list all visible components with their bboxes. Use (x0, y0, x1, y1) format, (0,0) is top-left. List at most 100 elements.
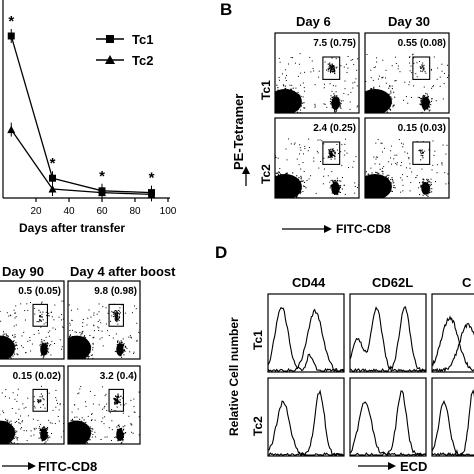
panel-a-legend-tc1: Tc1 (132, 32, 153, 47)
panel-c-plot-r1c2: 9.8 (0.98) (67, 280, 141, 360)
panel-b-x-arrow (282, 225, 332, 233)
panel-a-legend: Tc1 Tc2 (96, 32, 153, 68)
panel-d-hist-r1c3 (431, 293, 474, 373)
histogram-curve (268, 400, 344, 456)
panel-c-col-boost: Day 4 after boost (70, 264, 176, 279)
series-line-tc1 (10, 35, 152, 194)
panel-d-hist-r1c2 (349, 293, 427, 373)
panel-c-dot-plots: Day 90 Day 4 after boost FITC-CD8 (2, 264, 176, 474)
histogram-curve (350, 390, 426, 456)
panel-d-row-tc2: Tc2 (251, 416, 265, 436)
histogram-frame (267, 293, 345, 373)
panel-a-x-label: Days after transfer (19, 221, 125, 235)
panel-d-col-cd44: CD44 (292, 275, 326, 290)
gate-percentage: 9.8 (0.98) (94, 286, 137, 297)
panel-d-y-label: Relative Cell number (227, 317, 241, 436)
panel-c-plot-r2c2: 3.2 (0.4) (67, 365, 141, 445)
panel-b-plot-r2c2: 0.15 (0.03) (364, 117, 450, 199)
panel-a-x-ticks: 20 40 60 80 100 (30, 198, 177, 217)
data-point-tc2 (7, 125, 16, 134)
histogram-curve (350, 401, 426, 456)
panel-b-col-day30: Day 30 (388, 14, 430, 29)
histogram-curve (432, 315, 474, 372)
panel-a-x-tick-label: 80 (129, 206, 141, 217)
data-point-tc1 (49, 174, 56, 182)
panel-d-hist-r2c1 (267, 377, 345, 457)
panel-d-col-cd62l: CD62L (372, 275, 413, 290)
gate-percentage: 0.5 (0.05) (18, 286, 61, 297)
panel-a-series: * * * * (7, 13, 156, 202)
dot-cloud (0, 385, 64, 444)
gate-percentage: 0.15 (0.02) (13, 371, 61, 382)
gate-box (108, 388, 124, 412)
histogram-curve (350, 306, 426, 372)
panel-d-hist-r2c3 (431, 377, 474, 457)
histogram-curve (268, 306, 344, 372)
panel-d-hist-r1c1 (267, 293, 345, 373)
panel-b-plot-r1c2: 0.55 (0.08) (364, 32, 450, 114)
histogram-curve (432, 389, 474, 456)
gate-box (32, 388, 48, 412)
gate-box (108, 303, 124, 327)
legend-square-marker (106, 35, 114, 43)
histogram-curve (350, 306, 426, 372)
panel-d-letter: D (215, 243, 227, 262)
panel-b-row-tc2: Tc2 (259, 164, 273, 184)
panel-b-row-tc1: Tc1 (259, 80, 273, 100)
panel-d-hist-r2c2 (349, 377, 427, 457)
panel-c-col-day90: Day 90 (2, 264, 44, 279)
dot-plot-frame (0, 280, 65, 360)
data-point-tc2 (147, 190, 156, 198)
panel-b-plot-r1c1: 7.5 (0.75) (274, 32, 360, 114)
generated-plots: 7.5 (0.75) 0.55 (0.08) 2.4 (0.25) 0.15 (0.0… (0, 32, 474, 457)
panel-a-line-chart: 20 40 60 80 100 * * * * Days after transfer Tc1… (2, 0, 177, 235)
panel-a-x-tick-label: 60 (96, 206, 108, 217)
dot-cloud (275, 138, 359, 198)
gate-percentage: 0.55 (0.08) (398, 38, 446, 49)
histogram-curve (268, 308, 344, 372)
significance-star: * (149, 170, 155, 187)
gate-box (322, 56, 341, 80)
dot-cloud (365, 139, 449, 198)
significance-star: * (50, 155, 56, 172)
panel-a-x-tick-label: 40 (63, 206, 75, 217)
series-line-tc2 (10, 129, 152, 196)
panel-a-x-tick-label: 100 (160, 206, 177, 217)
data-point-tc2 (48, 185, 57, 193)
data-point-tc2 (98, 188, 106, 197)
panel-b-letter: B (220, 0, 232, 19)
significance-star: * (8, 13, 14, 30)
gate-percentage: 2.4 (0.25) (313, 123, 356, 134)
panel-b-dot-plots: B Day 6 Day 30 PE-Tetramer Tc1 Tc2 FITC-… (220, 0, 430, 236)
panel-c-plot-r2c1: 0.15 (0.02) (0, 365, 65, 445)
gate-box (412, 141, 431, 165)
gate-box (322, 141, 341, 165)
data-point-tc1 (7, 32, 15, 40)
dot-cloud (0, 300, 64, 359)
histogram-curve (432, 322, 474, 372)
panel-d-row-tc1: Tc1 (251, 330, 265, 350)
dot-cloud (275, 53, 359, 113)
panel-d-histograms: D CD44 CD62L C Relative Cell number Tc1 … (215, 243, 472, 474)
panel-d-x-label: ECD (400, 459, 427, 474)
panel-b-col-day6: Day 6 (296, 14, 331, 29)
significance-star: * (99, 168, 105, 185)
dot-cloud (365, 53, 449, 113)
panel-a-legend-tc2: Tc2 (132, 53, 153, 68)
panel-b-x-label: FITC-CD8 (336, 222, 391, 236)
gate-box (32, 303, 48, 327)
panel-b-y-arrow (242, 166, 250, 186)
dot-cloud (68, 303, 140, 359)
gate-percentage: 7.5 (0.75) (313, 38, 356, 49)
histogram-frame (349, 293, 427, 373)
panel-d-x-arrow (358, 462, 396, 470)
gate-percentage: 3.2 (0.4) (100, 371, 137, 382)
dot-cloud (68, 386, 140, 444)
panel-c-x-arrow (2, 462, 36, 470)
histogram-frame (349, 377, 427, 457)
histogram-curve (432, 399, 474, 456)
histogram-curve (268, 389, 344, 456)
panel-b-y-label: PE-Tetramer (231, 94, 246, 170)
gate-percentage: 0.15 (0.03) (398, 123, 446, 134)
legend-triangle-marker (105, 55, 115, 64)
